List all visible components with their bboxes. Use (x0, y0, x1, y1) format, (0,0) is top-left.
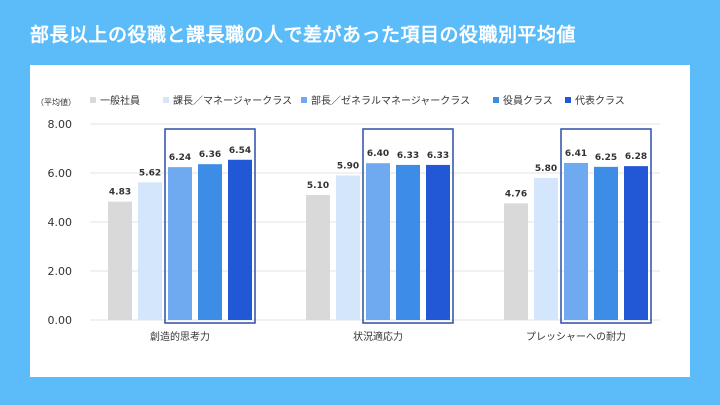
bar (504, 203, 528, 320)
legend-label: 一般社員 (100, 94, 140, 107)
legend-swatch (493, 97, 499, 103)
data-label: 6.33 (427, 151, 449, 161)
bar (624, 166, 648, 320)
legend-label: 役員クラス (503, 94, 553, 107)
bar (168, 167, 192, 320)
bar (396, 164, 420, 320)
y-tick-label: 4.00 (48, 216, 73, 229)
bar (564, 162, 588, 320)
legend-label: 代表クラス (575, 94, 625, 107)
legend-label: 部長／ゼネラルマネージャークラス (311, 94, 470, 107)
data-label: 6.25 (595, 153, 617, 163)
legend-label: 課長／マネージャークラス (173, 94, 292, 107)
page-title: 部長以上の役職と課長職の人で差があった項目の役職別平均値 (30, 24, 577, 46)
y-tick-label: 6.00 (48, 167, 73, 180)
data-label: 5.80 (535, 164, 557, 174)
legend-swatch (163, 97, 169, 103)
y-tick-label: 8.00 (48, 118, 73, 131)
highlight-box (560, 128, 652, 324)
data-label: 6.24 (169, 153, 191, 163)
bar (426, 164, 450, 320)
bar (138, 182, 162, 320)
data-label: 5.62 (139, 168, 161, 178)
highlight-box (362, 128, 454, 324)
bar (366, 163, 390, 320)
data-label: 6.54 (229, 146, 251, 156)
data-label: 6.33 (397, 151, 419, 161)
data-label: 5.10 (307, 181, 329, 191)
x-category-label: 創造的思考力 (150, 330, 210, 343)
bar (534, 177, 558, 320)
bar (306, 195, 330, 320)
bar-chart: （平均値） 0.00 2.00 4.00 6.00 8.00 一般社員 課長／マネージャークラ… (36, 94, 660, 343)
bar (336, 175, 360, 320)
data-label: 5.90 (337, 161, 359, 171)
data-label: 4.83 (109, 188, 131, 198)
legend-swatch (90, 97, 96, 103)
y-tick-label: 2.00 (48, 265, 73, 278)
data-label: 6.28 (625, 152, 647, 162)
data-label: 6.40 (367, 149, 389, 159)
legend-swatch (301, 97, 307, 103)
y-tick-label: 0.00 (48, 314, 73, 327)
data-label: 6.41 (565, 149, 587, 159)
bar (108, 201, 132, 320)
bar (594, 166, 618, 320)
x-category-label: 状況適応力 (353, 330, 403, 343)
data-label: 4.76 (505, 189, 527, 199)
y-axis-label: （平均値） (36, 97, 76, 107)
bar (198, 164, 222, 320)
highlight-box (164, 128, 256, 324)
bar (228, 159, 252, 320)
data-label: 6.36 (199, 150, 221, 160)
legend-swatch (565, 97, 571, 103)
x-category-label: プレッシャーへの耐力 (526, 330, 626, 343)
